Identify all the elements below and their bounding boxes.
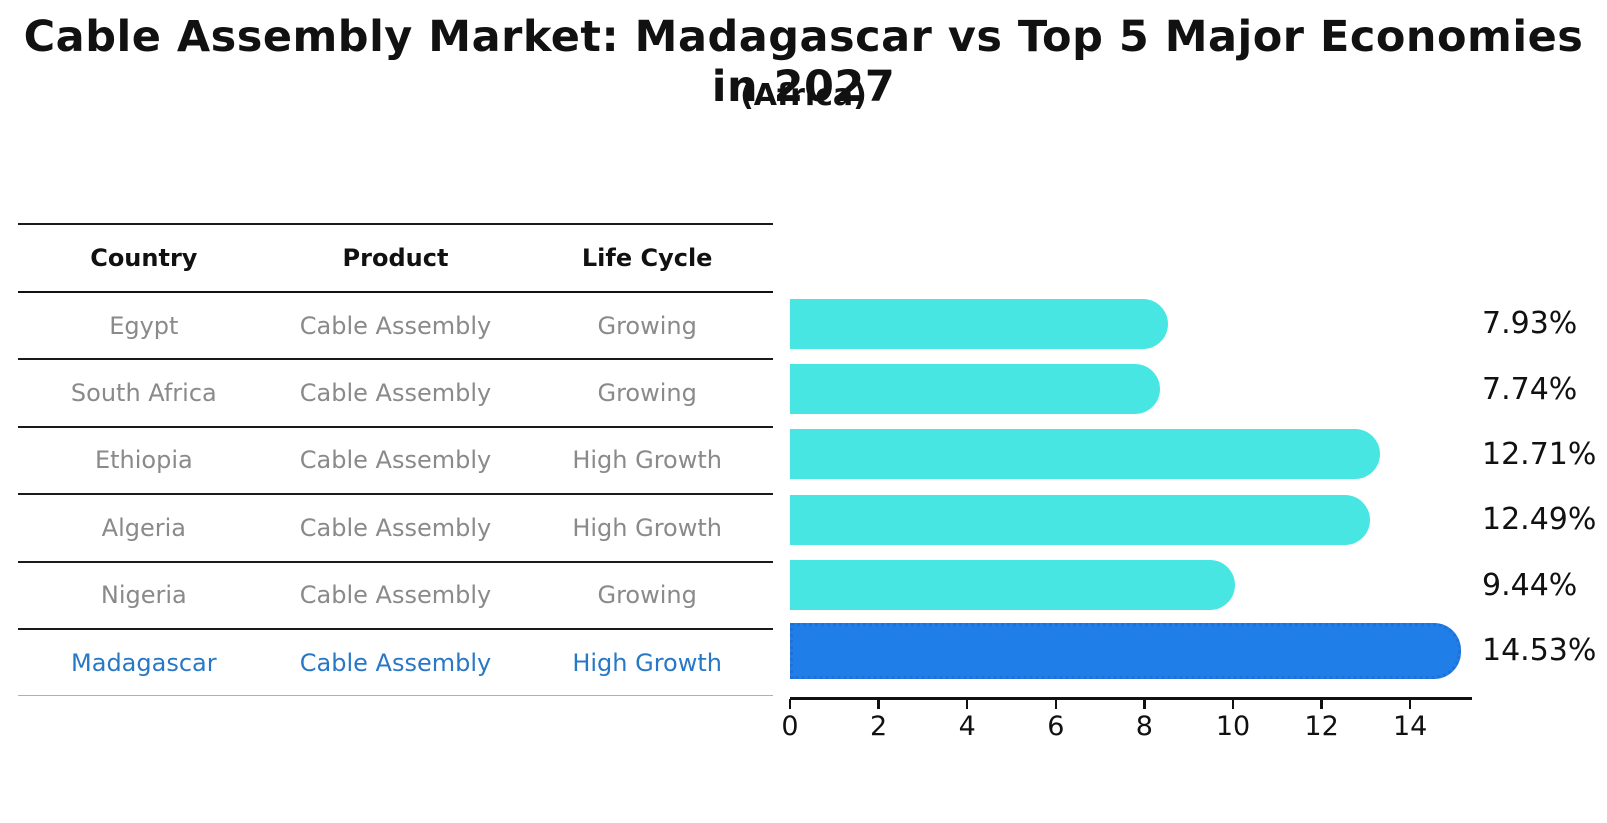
value-label-nigeria: 9.44% — [1482, 567, 1578, 603]
product-cell: Cable Assembly — [299, 648, 492, 677]
value-label-column: 7.93% 7.74% 12.71% 12.49% 9.44% 14.53% — [1482, 291, 1607, 683]
country-cell: Nigeria — [100, 581, 187, 610]
table-row-algeria: Algeria Cable Assembly High Growth — [18, 495, 773, 563]
product-cell: Cable Assembly — [299, 446, 492, 475]
product-cell: Cable Assembly — [299, 311, 492, 340]
value-label-madagascar: 14.53% — [1482, 633, 1597, 669]
tick-label: 4 — [958, 711, 976, 742]
value-label-south-africa: 7.74% — [1482, 371, 1578, 407]
country-cell: Egypt — [109, 311, 179, 340]
tick-label: 12 — [1304, 711, 1339, 742]
table-row-ethiopia: Ethiopia Cable Assembly High Growth — [18, 428, 773, 496]
bar-egypt — [790, 298, 1169, 349]
tick-mark — [877, 699, 880, 709]
life-cycle-cell: High Growth — [572, 446, 722, 475]
bar-row — [790, 291, 1470, 356]
product-cell: Cable Assembly — [299, 513, 492, 542]
product-cell: Cable Assembly — [299, 379, 492, 408]
tick-label: 6 — [1047, 711, 1065, 742]
column-header-product: Product — [342, 244, 449, 272]
tick-mark — [1320, 699, 1323, 709]
value-label-algeria: 12.49% — [1482, 502, 1597, 538]
tick-mark — [1143, 699, 1146, 709]
tick-mark — [1408, 699, 1412, 709]
country-table: Country Product Life Cycle Egypt Cable A… — [18, 223, 773, 697]
bar-madagascar — [790, 622, 1461, 679]
bar-chart — [790, 291, 1470, 683]
bar-algeria — [790, 494, 1371, 545]
life-cycle-cell: High Growth — [572, 513, 722, 542]
bar-row — [790, 487, 1470, 552]
table-row-madagascar: Madagascar Cable Assembly High Growth — [18, 630, 773, 697]
tick-mark — [1054, 699, 1058, 709]
tick-mark — [965, 699, 969, 709]
country-cell: Algeria — [101, 513, 186, 542]
country-cell: South Africa — [70, 379, 217, 408]
value-label-egypt: 7.93% — [1482, 306, 1578, 342]
bar-ethiopia — [790, 429, 1380, 480]
value-label-ethiopia: 12.71% — [1482, 436, 1597, 472]
tick-label: 2 — [870, 711, 888, 742]
table-header-row: Country Product Life Cycle — [18, 225, 773, 293]
table-row-nigeria: Nigeria Cable Assembly Growing — [18, 563, 773, 630]
tick-label: 10 — [1215, 711, 1251, 742]
page-subtitle: (Africa) — [740, 78, 867, 113]
bar-row — [790, 553, 1470, 618]
bar-row — [790, 618, 1470, 683]
life-cycle-cell: Growing — [597, 379, 697, 408]
tick-label: 0 — [781, 711, 799, 742]
table-row-south-africa: South Africa Cable Assembly Growing — [18, 360, 773, 428]
column-header-country: Country — [90, 244, 198, 272]
country-cell: Madagascar — [71, 648, 217, 677]
table-row-egypt: Egypt Cable Assembly Growing — [18, 293, 773, 361]
product-cell: Cable Assembly — [299, 581, 492, 610]
life-cycle-cell: Growing — [597, 581, 697, 610]
bar-row — [790, 356, 1470, 421]
page-title: Cable Assembly Market: Madagascar vs Top… — [23, 12, 1584, 112]
tick-mark — [1231, 699, 1235, 709]
x-axis-line — [790, 697, 1472, 700]
country-cell: Ethiopia — [94, 446, 193, 475]
life-cycle-cell: High Growth — [572, 648, 722, 677]
life-cycle-cell: Growing — [597, 311, 697, 340]
tick-label: 8 — [1135, 711, 1153, 742]
tick-mark — [788, 699, 792, 709]
tick-label: 14 — [1393, 711, 1428, 742]
bar-row — [790, 422, 1470, 487]
bar-south-africa — [790, 364, 1160, 415]
bar-nigeria — [790, 560, 1236, 611]
column-header-life-cycle: Life Cycle — [581, 244, 713, 272]
